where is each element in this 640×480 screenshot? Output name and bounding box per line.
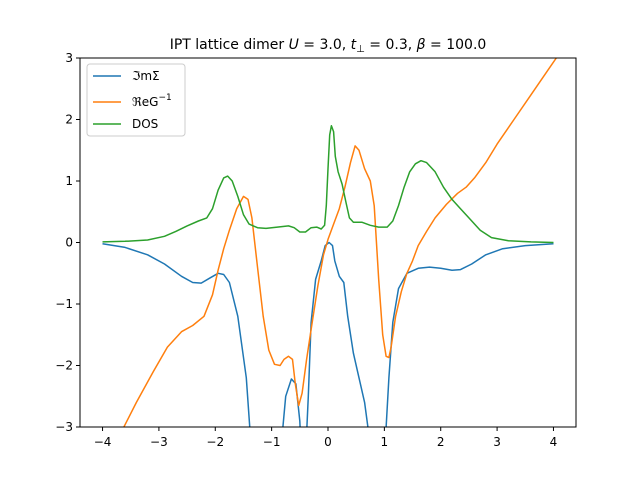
title-prefix: IPT lattice dimer (170, 37, 289, 53)
legend-label-imsigma: ℑmΣ (132, 69, 160, 83)
series-line-2 (102, 124, 554, 244)
x-tick-label: −2 (206, 435, 224, 449)
series-line-0 (102, 241, 554, 427)
y-tick-label: 3 (65, 51, 73, 65)
x-tick-label: 1 (381, 435, 389, 449)
legend-label-dos: DOS (132, 117, 158, 131)
y-tick-label: 2 (65, 113, 73, 127)
legend-label-reginv: ℜeG−1 (132, 93, 172, 109)
y-tick-label: −3 (55, 420, 73, 434)
legend-box (86, 63, 186, 137)
chart-title: IPT lattice dimer U = 3.0, t⊥ = 0.3, β =… (170, 37, 487, 55)
x-tick-label: 3 (493, 435, 501, 449)
y-tick-label: −1 (55, 297, 73, 311)
x-tick-label: 4 (550, 435, 558, 449)
legend: ℑmΣ ℜeG−1 DOS (86, 63, 186, 137)
series-layer (102, 58, 557, 427)
x-tick-label: 2 (437, 435, 445, 449)
title-u-var: U (289, 37, 299, 53)
title-t-var: t (351, 37, 357, 53)
series-line-1 (123, 58, 557, 427)
y-axis-ticks: −3 −2 −1 0 1 2 3 (55, 51, 80, 434)
x-tick-label: −3 (150, 435, 168, 449)
x-axis-ticks: −4 −3 −2 −1 0 1 2 3 4 (94, 427, 558, 449)
x-tick-label: −4 (94, 435, 112, 449)
title-t-val: = 0.3, (365, 37, 417, 53)
y-tick-label: 1 (65, 174, 73, 188)
y-tick-label: −2 (55, 359, 73, 373)
title-b-var: β (416, 37, 426, 53)
y-tick-label: 0 (65, 236, 73, 250)
x-tick-label: −1 (263, 435, 281, 449)
x-tick-label: 0 (324, 435, 332, 449)
title-b-val: = 100.0 (426, 37, 487, 53)
legend-label-reginv-main: ℜeG (132, 95, 158, 109)
legend-label-reginv-sup: −1 (158, 93, 171, 103)
title-u-val: = 3.0, (299, 37, 351, 53)
title-t-sub: ⊥ (356, 44, 365, 55)
